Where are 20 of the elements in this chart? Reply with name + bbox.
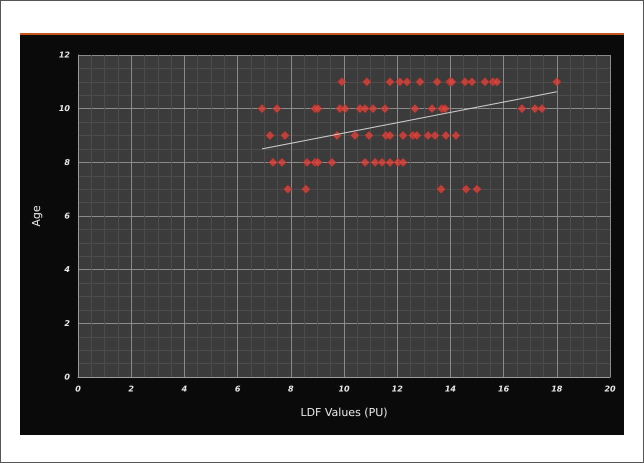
y-tick-label: 4 — [63, 265, 70, 274]
x-axis-title: LDF Values (PU) — [300, 406, 388, 419]
x-tick-label: 10 — [338, 384, 350, 394]
x-tick-label: 14 — [444, 384, 456, 394]
x-tick-label: 6 — [234, 384, 241, 394]
y-tick-label: 8 — [64, 158, 70, 167]
y-tick-label: 0 — [64, 372, 70, 382]
y-tick-label: 10 — [58, 104, 70, 114]
x-tick-label: 12 — [392, 384, 404, 394]
x-tick-label: 4 — [180, 384, 188, 394]
y-tick-label: 2 — [64, 318, 70, 328]
x-tick-label: 20 — [604, 384, 616, 394]
y-tick-label: 6 — [64, 212, 70, 220]
x-tick-label: 16 — [498, 384, 510, 394]
x-tick-label: 18 — [551, 384, 563, 394]
x-tick-label: 0 — [75, 384, 82, 394]
x-tick-label: 8 — [288, 384, 294, 394]
y-axis-title: Age — [30, 205, 43, 227]
x-tick-label: 2 — [128, 384, 134, 394]
y-tick-label: 12 — [58, 50, 70, 60]
